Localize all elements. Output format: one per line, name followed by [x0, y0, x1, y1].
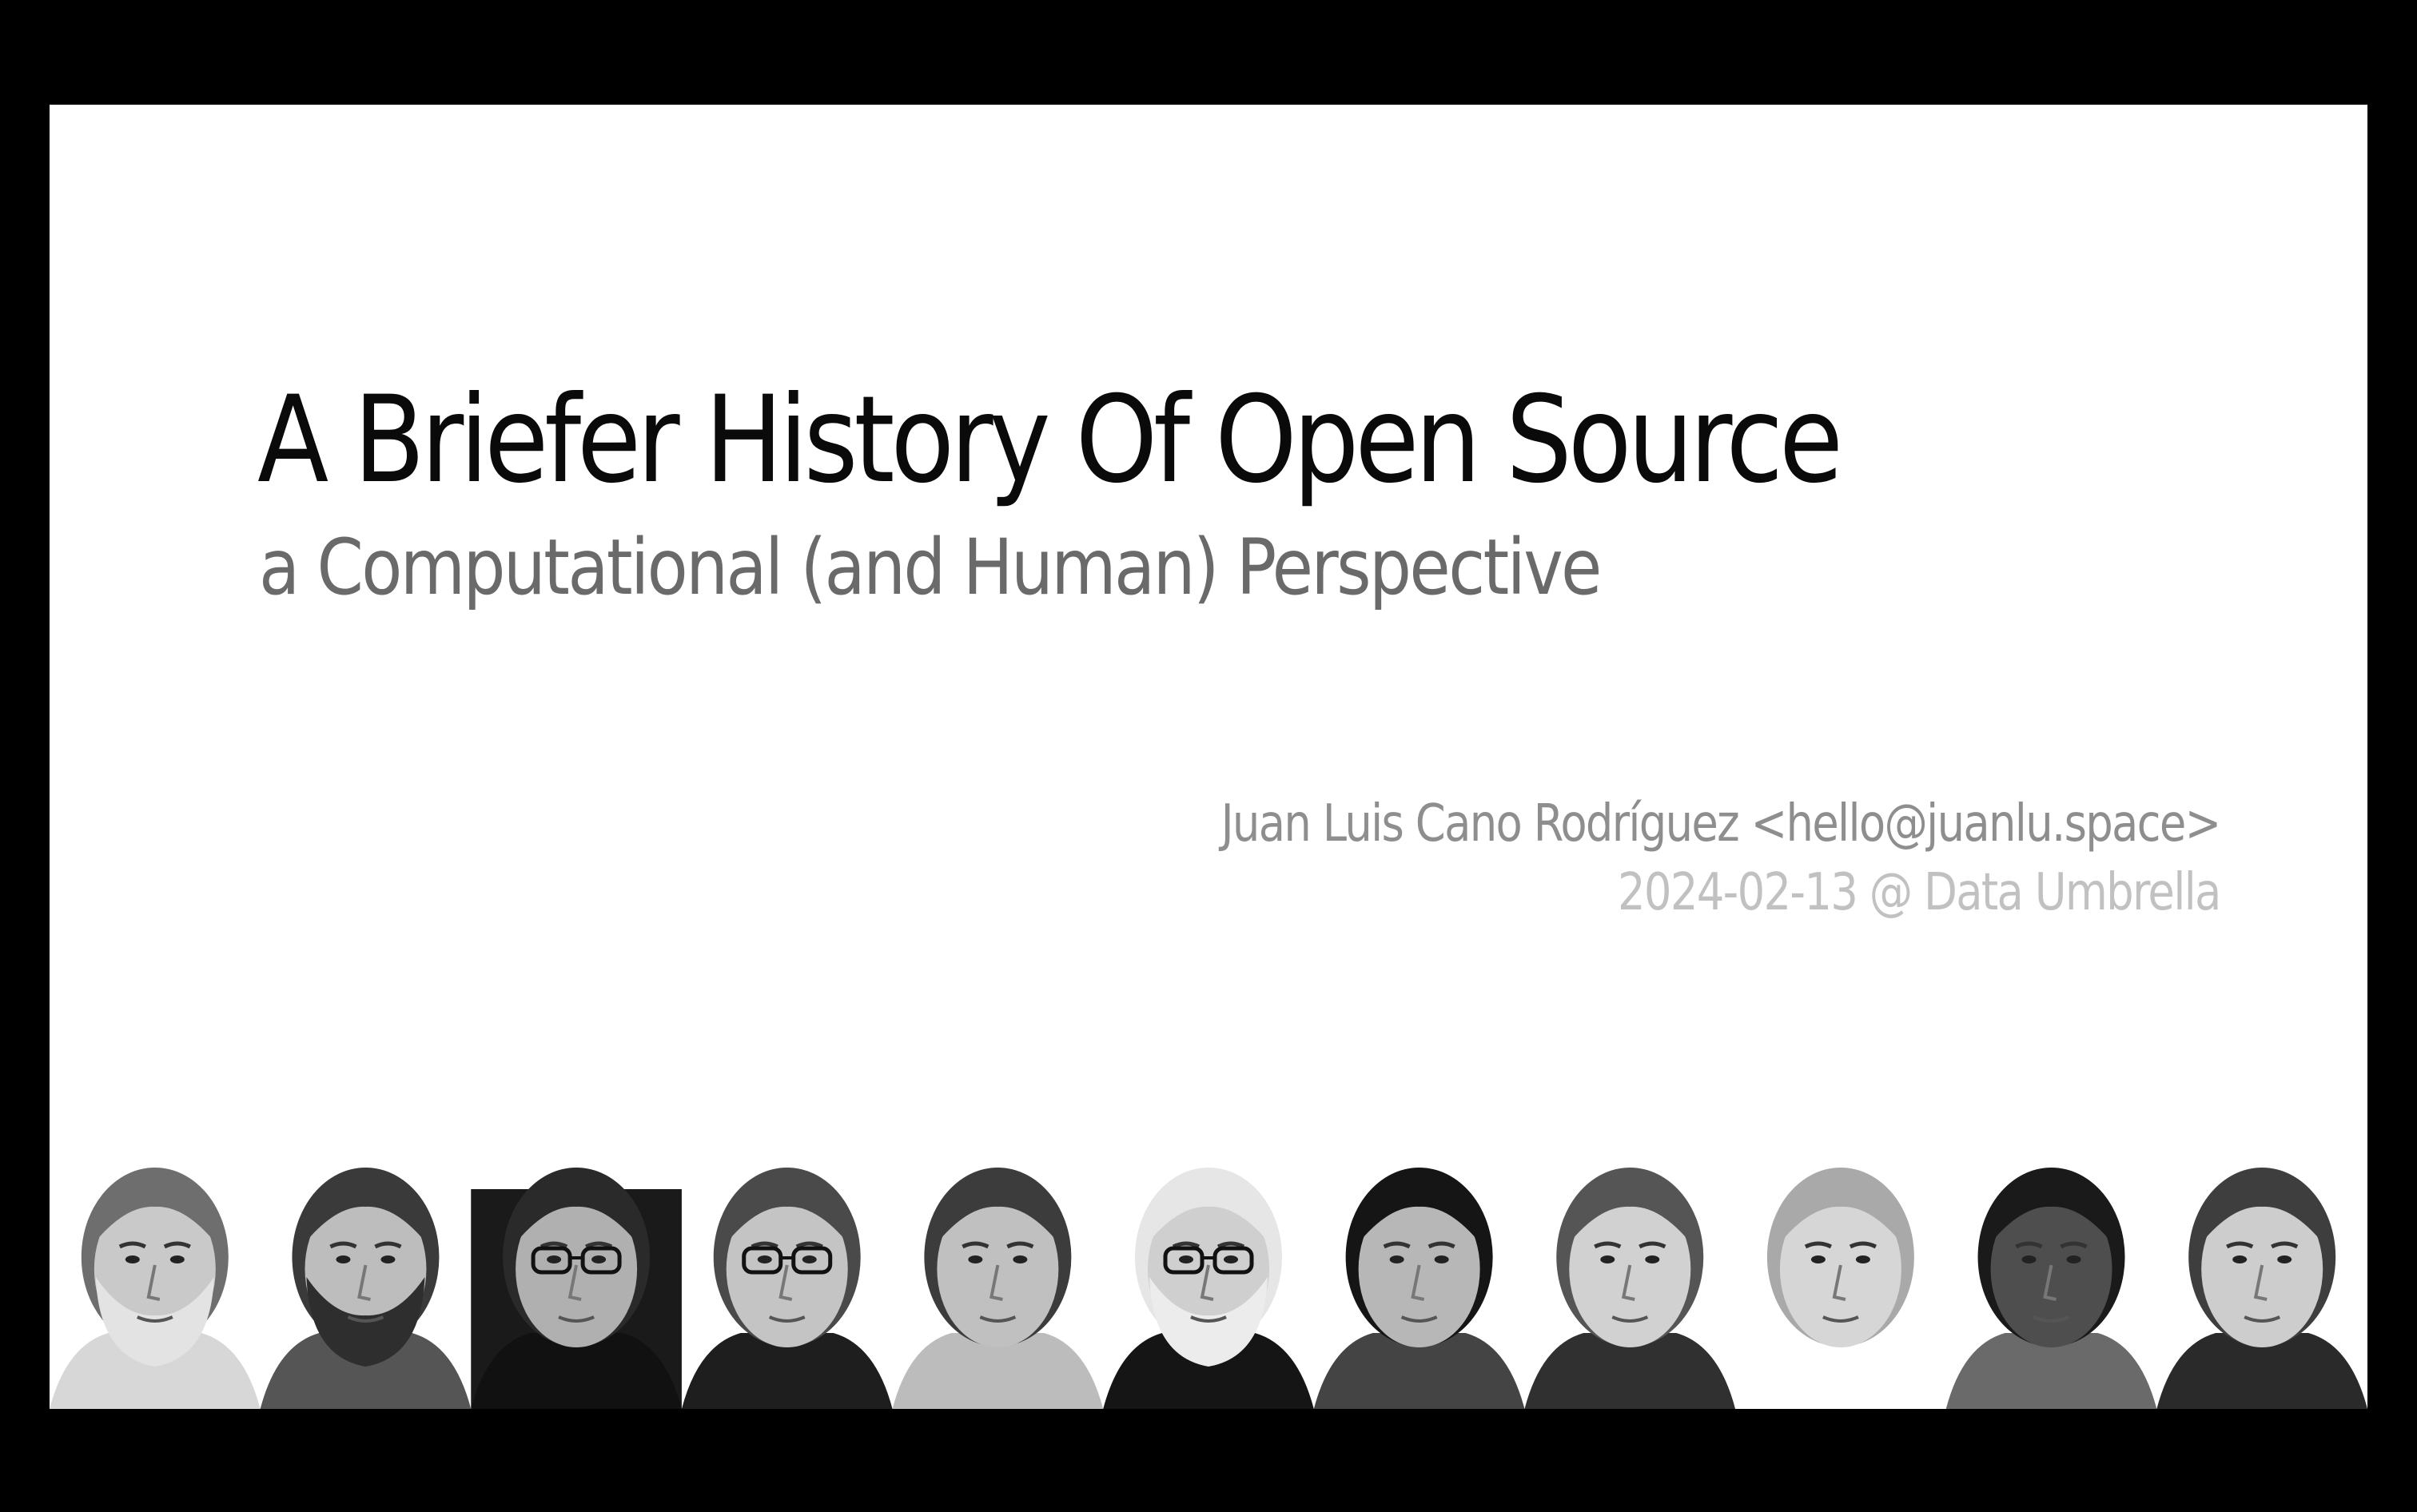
portrait-11 — [2156, 1168, 2367, 1409]
slide-subtitle: a Computational (and Human) Perspective — [259, 523, 1602, 612]
portrait-6 — [1103, 1168, 1314, 1409]
portrait-2 — [260, 1168, 472, 1409]
slide: A Briefer History Of Open Source a Compu… — [50, 105, 2367, 1409]
portrait-10 — [1945, 1168, 2157, 1409]
portrait-4 — [681, 1168, 893, 1409]
slide-title: A Briefer History Of Open Source — [257, 371, 1843, 510]
event-line: 2024-02-13 @ Data Umbrella — [1618, 863, 2221, 922]
portrait-9 — [1735, 1168, 1946, 1409]
portrait-1 — [50, 1168, 261, 1409]
portrait-7 — [1313, 1168, 1525, 1409]
portrait-3 — [471, 1168, 682, 1409]
bottom-letterbox — [0, 1409, 2417, 1512]
portrait-5 — [892, 1168, 1104, 1409]
portrait-strip — [50, 1168, 2367, 1409]
author-line: Juan Luis Cano Rodríguez <hello@juanlu.s… — [1221, 794, 2222, 853]
portrait-8 — [1524, 1168, 1736, 1409]
